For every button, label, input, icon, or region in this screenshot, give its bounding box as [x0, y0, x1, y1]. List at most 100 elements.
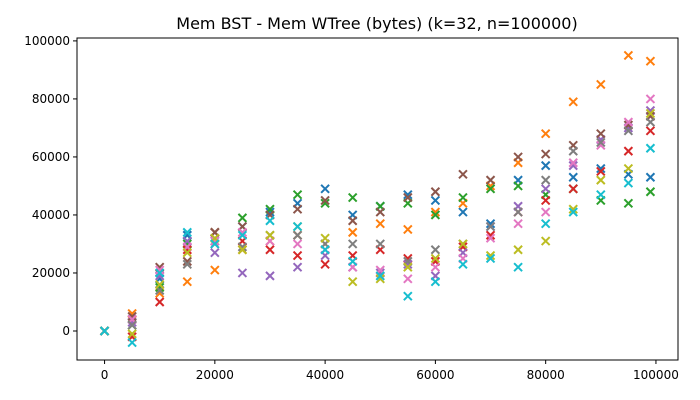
- data-point: [568, 158, 578, 168]
- data-point: [210, 265, 220, 275]
- data-point: [210, 236, 220, 246]
- data-point: [265, 230, 275, 240]
- data-point: [127, 320, 137, 330]
- data-point: [645, 126, 656, 136]
- data-point: [623, 126, 634, 136]
- data-point: [596, 189, 606, 200]
- data-point: [485, 221, 496, 232]
- data-point: [485, 250, 496, 261]
- data-point: [568, 97, 578, 107]
- data-point: [375, 239, 385, 249]
- data-point: [127, 311, 137, 322]
- data-point: [485, 253, 496, 264]
- data-point: [265, 271, 275, 281]
- data-point: [596, 137, 606, 148]
- data-point: [623, 198, 634, 209]
- data-point: [292, 262, 303, 272]
- data-point: [458, 169, 468, 180]
- data-point: [568, 207, 578, 217]
- y-tick-label: 40000: [32, 208, 70, 222]
- data-point: [375, 218, 385, 229]
- data-point: [237, 230, 248, 240]
- data-point: [292, 230, 303, 240]
- data-point: [320, 233, 330, 243]
- data-point: [645, 187, 656, 197]
- data-point: [645, 117, 656, 127]
- data-point: [292, 239, 303, 249]
- data-point: [540, 149, 551, 159]
- data-point: [596, 79, 606, 90]
- data-point: [623, 117, 634, 127]
- data-point: [513, 245, 523, 255]
- data-point: [403, 224, 413, 235]
- data-point: [265, 216, 275, 226]
- series-layer: [99, 50, 656, 348]
- data-point: [265, 207, 275, 217]
- data-point: [320, 198, 330, 209]
- data-point: [375, 274, 385, 284]
- data-point: [430, 262, 441, 272]
- data-point: [320, 259, 330, 269]
- data-point: [403, 189, 413, 200]
- data-point: [513, 181, 523, 191]
- data-point: [513, 218, 523, 229]
- data-point: [596, 129, 606, 139]
- data-point: [403, 192, 413, 203]
- data-point: [430, 245, 441, 255]
- data-point: [623, 50, 634, 61]
- data-point: [154, 297, 165, 307]
- data-point: [347, 276, 358, 287]
- data-point: [568, 184, 578, 194]
- data-point: [568, 160, 578, 171]
- series-7: [99, 117, 656, 336]
- data-point: [182, 227, 192, 238]
- data-point: [458, 259, 468, 269]
- data-point: [540, 207, 551, 217]
- series-9: [99, 143, 656, 348]
- y-tick-label: 80000: [32, 92, 70, 106]
- data-point: [430, 210, 441, 220]
- data-point: [568, 146, 578, 156]
- data-point: [485, 230, 496, 240]
- data-point: [292, 250, 303, 261]
- data-point: [347, 256, 358, 267]
- data-point: [623, 146, 634, 156]
- data-point: [237, 227, 248, 238]
- data-point: [347, 239, 358, 249]
- data-point: [127, 337, 137, 348]
- data-point: [210, 239, 220, 249]
- y-tick-label: 0: [62, 324, 70, 338]
- data-point: [210, 247, 220, 258]
- data-point: [485, 233, 496, 243]
- data-point: [645, 94, 656, 104]
- data-point: [182, 245, 192, 255]
- data-point: [623, 163, 634, 174]
- data-point: [403, 259, 413, 269]
- data-point: [182, 276, 192, 287]
- data-point: [485, 218, 496, 229]
- data-point: [320, 195, 330, 206]
- data-point: [154, 265, 165, 275]
- data-point: [645, 108, 656, 119]
- data-point: [485, 175, 496, 185]
- x-tick-label: 40000: [306, 368, 344, 382]
- data-point: [596, 166, 606, 177]
- data-point: [154, 282, 165, 293]
- data-point: [154, 268, 165, 278]
- data-point: [458, 207, 468, 217]
- x-tick-label: 100000: [633, 368, 679, 382]
- x-tick-label: 60000: [416, 368, 454, 382]
- data-point: [540, 195, 551, 206]
- data-point: [154, 279, 165, 290]
- data-point: [596, 163, 606, 174]
- data-point: [403, 291, 413, 301]
- data-point: [320, 184, 330, 194]
- data-point: [568, 172, 578, 182]
- data-point: [645, 56, 656, 66]
- data-point: [596, 140, 606, 151]
- data-point: [375, 271, 385, 281]
- data-point: [99, 326, 110, 336]
- data-point: [430, 276, 441, 287]
- data-point: [540, 236, 551, 246]
